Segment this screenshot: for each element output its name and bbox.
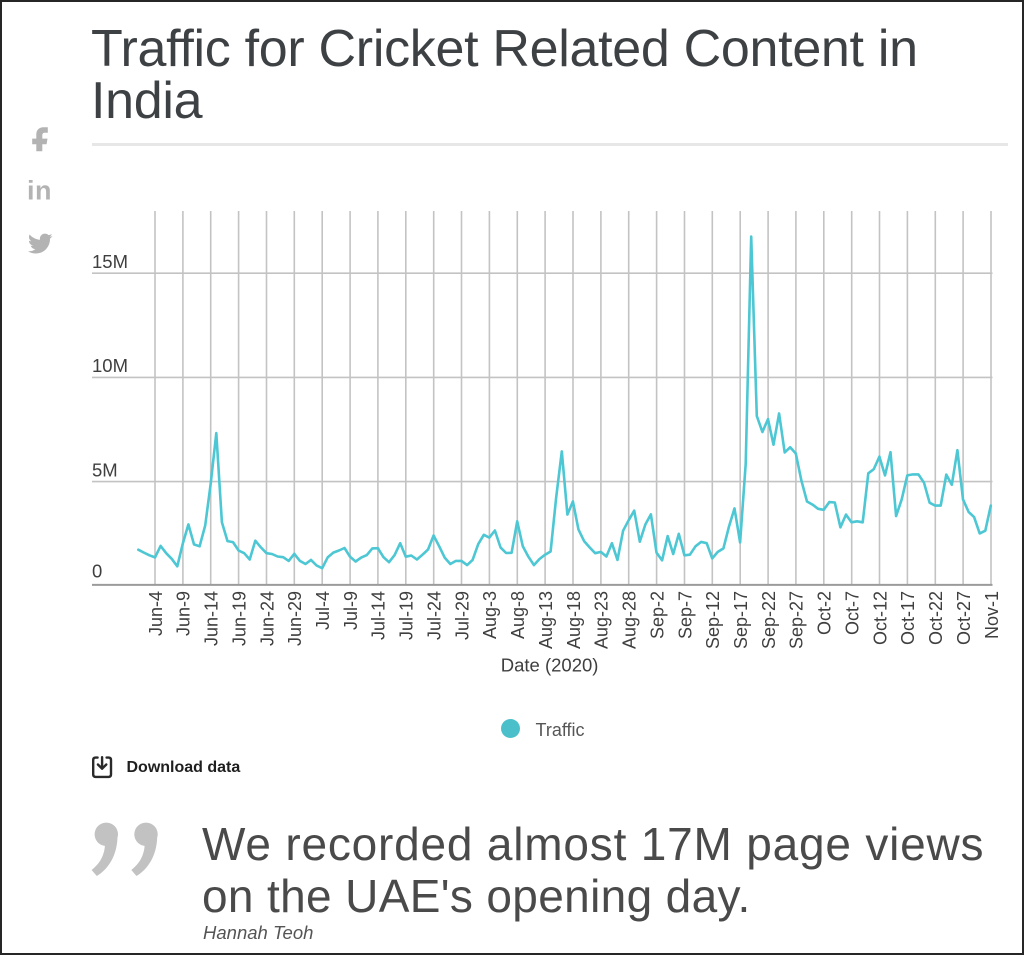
svg-text:Oct-2: Oct-2 (815, 591, 835, 635)
svg-text:Sep-27: Sep-27 (787, 591, 807, 649)
svg-text:Jul-14: Jul-14 (369, 591, 389, 640)
svg-text:Oct-27: Oct-27 (954, 591, 974, 645)
svg-text:Jul-9: Jul-9 (341, 591, 361, 630)
svg-text:Aug-13: Aug-13 (536, 591, 556, 649)
svg-text:Sep-2: Sep-2 (647, 591, 667, 639)
svg-text:Aug-3: Aug-3 (480, 591, 500, 639)
svg-text:Jun-24: Jun-24 (257, 591, 277, 646)
svg-text:Sep-17: Sep-17 (731, 591, 751, 649)
svg-text:Jun-14: Jun-14 (202, 591, 222, 646)
svg-text:5M: 5M (92, 459, 118, 480)
svg-text:Nov-1: Nov-1 (982, 591, 1002, 639)
svg-text:Aug-23: Aug-23 (592, 591, 612, 649)
svg-text:Traffic: Traffic (536, 720, 585, 740)
svg-text:Oct-17: Oct-17 (898, 591, 918, 645)
svg-text:Sep-12: Sep-12 (703, 591, 723, 649)
svg-text:15M: 15M (92, 251, 128, 272)
svg-text:Jul-24: Jul-24 (425, 591, 445, 640)
svg-text:Jun-19: Jun-19 (229, 591, 249, 646)
svg-text:Sep-7: Sep-7 (675, 591, 695, 639)
svg-text:Jun-4: Jun-4 (146, 591, 166, 636)
svg-text:Oct-22: Oct-22 (926, 591, 946, 645)
svg-text:Jul-4: Jul-4 (313, 591, 333, 630)
svg-text:Jun-9: Jun-9 (174, 591, 194, 636)
svg-text:Sep-22: Sep-22 (759, 591, 779, 649)
svg-text:Oct-7: Oct-7 (843, 591, 863, 635)
svg-text:Aug-28: Aug-28 (620, 591, 640, 649)
svg-text:Aug-18: Aug-18 (564, 591, 584, 649)
svg-text:Jul-19: Jul-19 (397, 591, 417, 640)
svg-text:10M: 10M (92, 355, 128, 376)
svg-text:Jul-29: Jul-29 (452, 591, 472, 640)
svg-text:Oct-12: Oct-12 (870, 591, 890, 645)
svg-text:0: 0 (92, 561, 102, 582)
svg-text:Date (2020): Date (2020) (501, 655, 599, 676)
svg-text:Jun-29: Jun-29 (285, 591, 305, 646)
svg-text:Aug-8: Aug-8 (508, 591, 528, 639)
svg-text:in: in (27, 176, 52, 206)
